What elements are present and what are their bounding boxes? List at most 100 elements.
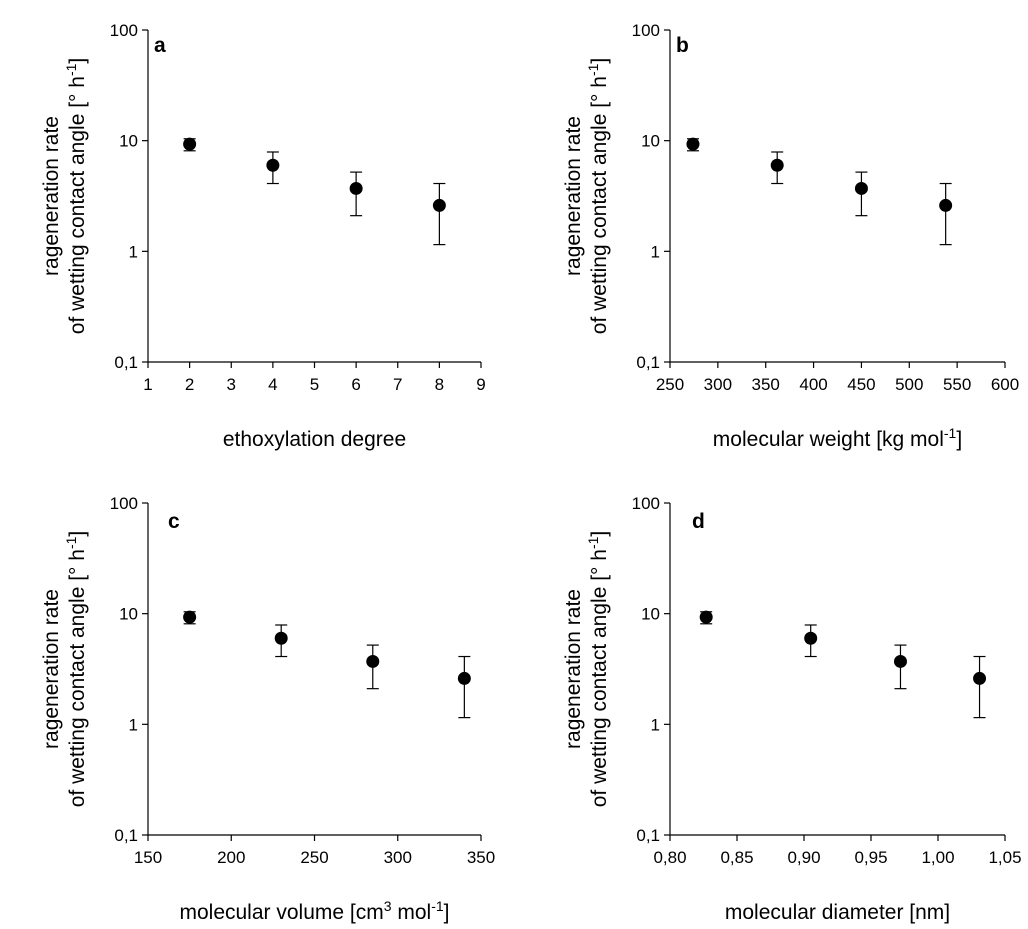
x-tick-label: 0,90 [787, 848, 820, 867]
y-tick-label: 1 [129, 715, 138, 734]
x-tick-label: 150 [134, 848, 162, 867]
data-point [686, 137, 700, 151]
y-axis-title-line1: rageneration rate [40, 589, 63, 749]
data-point-group [183, 610, 197, 625]
data-point [854, 181, 868, 195]
data-point-group [939, 182, 953, 246]
x-tick-label: 9 [476, 375, 485, 394]
x-tick-label: 300 [704, 375, 732, 394]
y-tick-label: 0,1 [636, 353, 660, 372]
data-point [183, 610, 197, 624]
data-point [349, 181, 363, 195]
data-point-group [266, 151, 280, 185]
x-axis-title: molecular volume [cm3 mol-1] [179, 898, 449, 924]
x-tick-label: 250 [656, 375, 684, 394]
y-tick-label: 0,1 [636, 826, 660, 845]
data-point-group [804, 624, 818, 658]
data-point [183, 137, 197, 151]
x-axis-title: molecular weight [kg mol-1] [713, 425, 962, 451]
panel-label: a [154, 34, 166, 57]
y-tick-label: 100 [110, 494, 138, 513]
data-point-group [183, 137, 197, 152]
data-point [973, 671, 987, 685]
chart-panel-c: 0,1 1 10 100 150 200 250 300 350 c molecular volum… [40, 494, 495, 924]
data-point-group [686, 137, 700, 152]
x-tick-label: 250 [300, 848, 328, 867]
chart-panel-d: 0,1 1 10 100 0,80 0,85 0,90 0,95 1,00 1,05 d molecu… [562, 494, 1022, 924]
panel-label: c [168, 510, 180, 533]
x-tick-label: 5 [310, 375, 319, 394]
x-axis-title: ethoxylation degree [223, 428, 406, 451]
y-axis-title: rageneration rate of wetting contact angl… [40, 58, 89, 335]
data-point [274, 631, 288, 645]
x-tick-label: 0,95 [854, 848, 887, 867]
data-point [939, 198, 953, 212]
x-tick-label: 300 [384, 848, 412, 867]
data-point [366, 654, 380, 668]
chart-panel-a: 0,1 1 10 100 1 2 3 4 5 6 7 8 9 a ethoxylation degree ra… [40, 21, 486, 451]
x-tick-label: 3 [227, 375, 236, 394]
y-axis-title-line1: rageneration rate [562, 589, 585, 749]
y-tick-label: 10 [641, 605, 660, 624]
y-tick-label: 10 [119, 132, 138, 151]
data-point [432, 198, 446, 212]
data-point-group [349, 171, 363, 217]
data-point [804, 631, 818, 645]
x-tick-label: 1,00 [921, 848, 954, 867]
y-axis-title: rageneration rate of wetting contact angl… [562, 58, 611, 335]
data-point-group [770, 151, 784, 185]
y-axis-title: rageneration rate of wetting contact angl… [562, 531, 611, 808]
y-axis-title-line1: rageneration rate [40, 116, 63, 276]
y-axis-title-line2: of wetting contact angle [° h-1] [585, 531, 611, 808]
data-point-group [893, 644, 907, 690]
y-axis-title-line2: of wetting contact angle [° h-1] [63, 531, 89, 808]
x-tick-label: 2 [185, 375, 194, 394]
x-tick-label: 550 [943, 375, 971, 394]
x-tick-label: 8 [435, 375, 444, 394]
x-tick-label: 4 [268, 375, 277, 394]
y-tick-label: 100 [632, 494, 660, 513]
x-tick-label: 6 [351, 375, 360, 394]
panel-label: b [676, 34, 689, 57]
y-tick-label: 100 [110, 21, 138, 40]
data-point-group [699, 610, 713, 625]
x-tick-label: 600 [991, 375, 1019, 394]
y-tick-label: 10 [641, 132, 660, 151]
x-axis-title: molecular diameter [nm] [725, 901, 950, 924]
x-tick-label: 0,80 [653, 848, 686, 867]
y-tick-label: 1 [129, 242, 138, 261]
x-tick-label: 350 [467, 848, 495, 867]
y-tick-label: 100 [632, 21, 660, 40]
y-tick-label: 10 [119, 605, 138, 624]
y-tick-label: 0,1 [114, 353, 138, 372]
y-tick-label: 1 [651, 242, 660, 261]
data-point-group [366, 644, 380, 690]
data-point [266, 158, 280, 172]
data-point-group [457, 655, 471, 719]
x-tick-label: 200 [217, 848, 245, 867]
x-tick-label: 7 [393, 375, 402, 394]
panel-label: d [692, 510, 705, 533]
y-tick-label: 1 [651, 715, 660, 734]
y-axis-title-line1: rageneration rate [562, 116, 585, 276]
x-tick-label: 450 [847, 375, 875, 394]
x-tick-label: 400 [799, 375, 827, 394]
x-tick-label: 500 [895, 375, 923, 394]
x-tick-label: 1,05 [988, 848, 1021, 867]
data-point [457, 671, 471, 685]
data-point-group [854, 171, 868, 217]
x-tick-label: 1 [143, 375, 152, 394]
data-point-group [973, 655, 987, 719]
x-tick-label: 0,85 [720, 848, 753, 867]
data-point-group [274, 624, 288, 658]
chart-panel-b: 0,1 1 10 100 250 300 350 400 450 500 550 600 b molecu… [562, 21, 1019, 451]
y-axis-title: rageneration rate of wetting contact angl… [40, 531, 89, 808]
data-point [893, 654, 907, 668]
x-tick-label: 350 [752, 375, 780, 394]
data-point-group [432, 182, 446, 246]
y-axis-title-line2: of wetting contact angle [° h-1] [63, 58, 89, 335]
data-point [770, 158, 784, 172]
y-axis-title-line2: of wetting contact angle [° h-1] [585, 58, 611, 335]
y-tick-label: 0,1 [114, 826, 138, 845]
